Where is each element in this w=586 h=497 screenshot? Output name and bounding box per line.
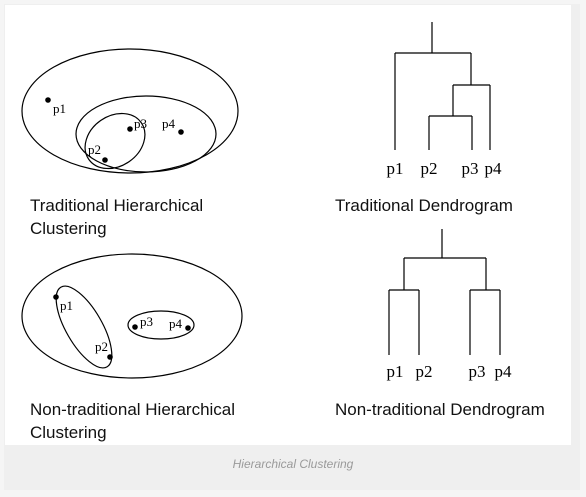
point-label: p3 [134, 116, 147, 131]
leaf-label: p3 [469, 362, 486, 381]
point-label: p2 [88, 142, 101, 157]
point-label: p2 [95, 339, 108, 354]
caption-line: Clustering [30, 219, 107, 238]
point-dot [178, 129, 184, 135]
nontrad-clustering-caption: Non-traditional Hierarchical Clustering [30, 398, 235, 444]
figure-canvas [5, 5, 571, 445]
point-label: p4 [169, 316, 183, 331]
point-label: p1 [60, 298, 73, 313]
cluster-p2p3p4-ellipse [75, 95, 217, 173]
point-dot [107, 354, 113, 360]
caption-line: Traditional Hierarchical [30, 196, 204, 215]
leaf-label: p4 [485, 159, 503, 178]
point-dot [53, 294, 59, 300]
cluster-p2p3-ellipse [84, 112, 146, 170]
cluster-p1p2-ellipse [55, 285, 113, 369]
leaf-label: p2 [416, 362, 433, 381]
point-dot [102, 157, 108, 163]
point-label: p3 [140, 314, 153, 329]
caption-line: Clustering [30, 423, 107, 442]
leaf-label: p4 [495, 362, 513, 381]
point-dot [185, 325, 191, 331]
nontrad-dendrogram-tree [388, 229, 501, 355]
trad-dendrogram-caption: Traditional Dendrogram [335, 196, 513, 215]
nontrad-dendrogram-caption: Non-traditional Dendrogram [335, 400, 545, 419]
figure-caption: Hierarchical Clustering [232, 457, 354, 471]
point-label: p4 [162, 116, 176, 131]
leaf-label: p1 [387, 362, 404, 381]
trad-dendrogram-tree [394, 22, 491, 150]
point-dot [132, 324, 138, 330]
outer-cluster-ellipse-2 [21, 253, 243, 379]
point-label: p1 [53, 101, 66, 116]
point-dot [127, 126, 133, 132]
leaf-label: p2 [421, 159, 438, 178]
outer-cluster-ellipse [21, 48, 239, 174]
caption-line: Non-traditional Hierarchical [30, 400, 236, 419]
point-dot [45, 97, 51, 103]
leaf-label: p1 [387, 159, 404, 178]
trad-clustering-caption: Traditional Hierarchical Clustering [30, 194, 203, 240]
leaf-label: p3 [462, 159, 479, 178]
cluster-p3p4-ellipse [127, 310, 195, 340]
